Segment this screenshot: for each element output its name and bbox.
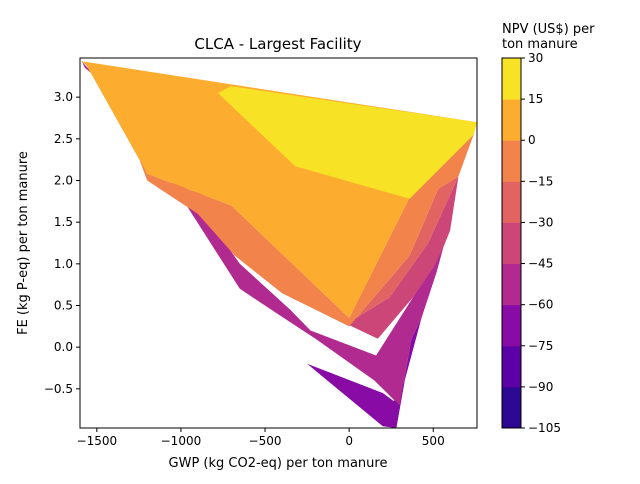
colorbar-frame	[501, 57, 522, 429]
colorbar-segment	[502, 345, 521, 388]
x-tick-label: 500	[422, 434, 445, 448]
y-tick-label: 1.0	[54, 257, 73, 271]
contour-bands	[81, 61, 477, 428]
colorbar-tick-label: 0	[528, 133, 536, 147]
colorbar-segment	[502, 263, 521, 306]
colorbar-segment	[502, 304, 521, 347]
colorbar-tick-label: −90	[528, 380, 553, 394]
contour-band-5	[86, 65, 474, 327]
colorbar-segment	[502, 222, 521, 265]
colorbar-title: NPV (US$) per ton manure	[502, 22, 595, 52]
colorbar-tick-label: −15	[528, 174, 553, 188]
colorbar-tick-label: 15	[528, 92, 543, 106]
x-tick-label: −1500	[77, 434, 118, 448]
colorbar-tick-label: −75	[528, 339, 553, 353]
y-tick-label: 2.0	[54, 174, 73, 188]
colorbar-segment	[502, 99, 521, 141]
x-tick-label: −500	[249, 434, 282, 448]
colorbar-segment	[502, 140, 521, 182]
colorbar: −105 −90 −75 −60 −45 −30 −15 0 15 30	[501, 51, 561, 435]
colorbar-tick-label: −60	[528, 298, 553, 312]
colorbar-tick-label: 30	[528, 51, 543, 65]
y-tick-label: 0.0	[54, 340, 73, 354]
colorbar-segment	[502, 181, 521, 223]
y-axis: −0.5 0.0 0.5 1.0 1.5 2.0 2.5 3.0	[44, 90, 80, 396]
colorbar-tick-label: −45	[528, 257, 553, 271]
y-tick-label: 0.5	[54, 299, 73, 313]
y-tick-label: −0.5	[44, 382, 73, 396]
y-axis-label: FE (kg P-eq) per ton manure	[16, 151, 31, 335]
contour-band-1	[307, 318, 422, 428]
y-tick-label: 3.0	[54, 90, 73, 104]
colorbar-tick-label: −105	[528, 421, 561, 435]
y-tick-label: 1.5	[54, 215, 73, 229]
colorbar-segment	[502, 386, 521, 429]
x-tick-label: −1000	[161, 434, 202, 448]
colorbar-tick-label: −30	[528, 215, 553, 229]
contour-band-7	[217, 86, 477, 199]
colorbar-segment	[502, 58, 521, 100]
y-tick-label: 2.5	[54, 132, 73, 146]
plot-frame	[79, 57, 478, 429]
x-tick-label: 0	[345, 434, 353, 448]
x-axis: −1500 −1000 −500 0 500	[77, 428, 445, 448]
x-axis-label: GWP (kg CO2-eq) per ton manure	[169, 456, 388, 471]
chart-title: CLCA - Largest Facility	[194, 35, 361, 53]
